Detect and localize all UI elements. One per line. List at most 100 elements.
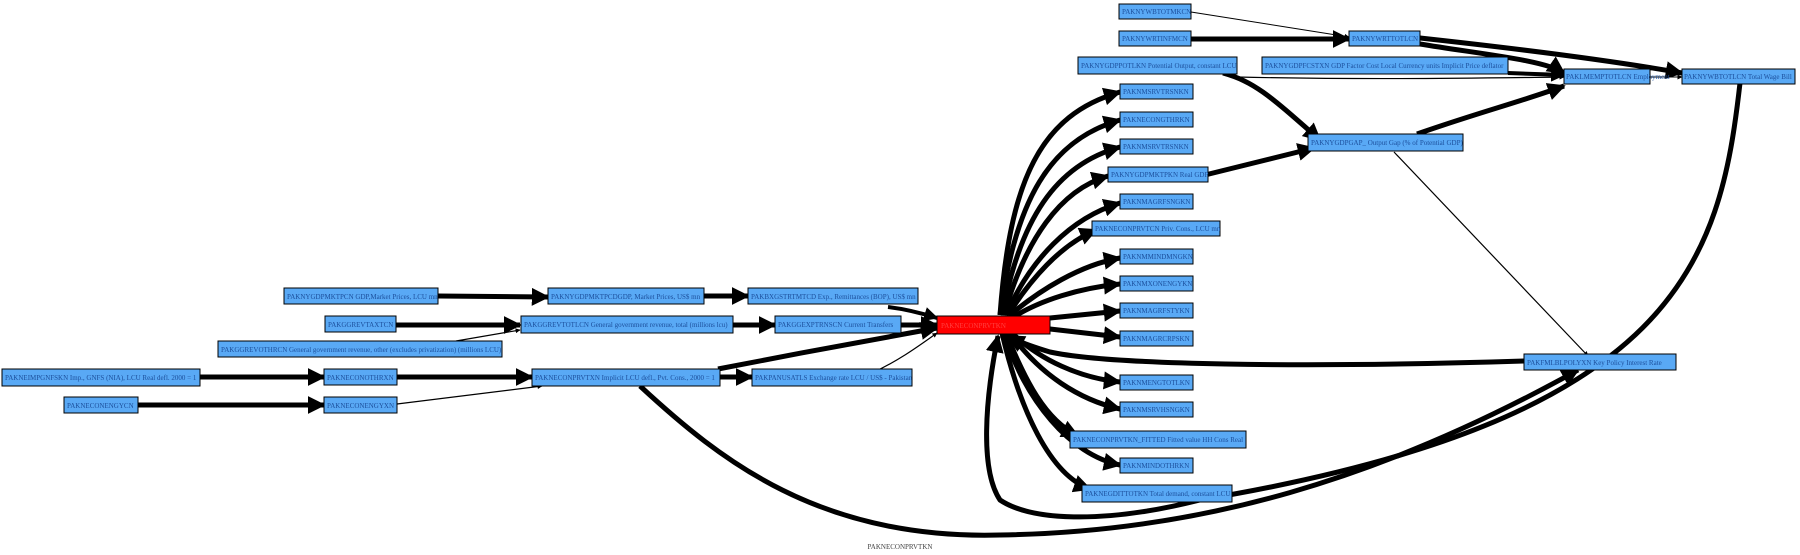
node-label: PAKNECONPRVTXN Implicit LCU defl., Pvt. …: [535, 374, 715, 382]
edge: [1010, 276, 1122, 321]
graph-node[interactable]: PAKNMENGTOTLKN: [1119, 374, 1194, 391]
graph-node[interactable]: PAKNYWRTINFMCN: [1118, 30, 1192, 47]
graph-node[interactable]: PAKNYGDPMKTPKN Real GDP: [1107, 166, 1209, 183]
edge: [638, 367, 1580, 538]
node-box: [1563, 68, 1651, 85]
node-box: [323, 396, 398, 414]
edge: [1393, 151, 1589, 357]
graph-node[interactable]: PAKNYGDPMKTPCDGDP, Market Prices, US$ mn: [547, 287, 705, 305]
edge: [1001, 171, 1110, 316]
edges: [138, 11, 1743, 538]
graph-node[interactable]: PAKNMAGRCRPSKN: [1119, 330, 1194, 347]
node-label: PAKNYWBTOTLCN Total Wage Bill: [1684, 73, 1792, 81]
graph-node[interactable]: PAKLMEMPTOTLCN Employment: [1563, 68, 1670, 85]
graph-node[interactable]: PAKNECONGTHRKN: [1119, 111, 1194, 128]
node-label: PAKNECONENGYCN: [67, 402, 134, 410]
edge: [1008, 251, 1122, 317]
node-box: [1119, 401, 1194, 418]
node-box: [1119, 457, 1194, 474]
node-box: [63, 396, 139, 414]
graph-node[interactable]: PAKNYGDPGAP_ Output Gap (% of Potential …: [1307, 133, 1464, 152]
graph-node[interactable]: PAKNMSRVHSNGKN: [1119, 401, 1194, 418]
edge: [1190, 11, 1350, 39]
node-label: PAKNYGDPMKTPCDGDP, Market Prices, US$ mn: [551, 293, 701, 301]
graph-node[interactable]: PAKGGREVTAXTCN: [324, 315, 397, 333]
node-box: [1681, 68, 1796, 85]
graph-node[interactable]: PAKNECONENGYXN: [323, 396, 398, 414]
node-label: PAKNYWRTTOTLCN: [1352, 35, 1418, 43]
node-box: [1091, 220, 1221, 237]
node-box: [1119, 138, 1194, 155]
graph-node[interactable]: PAKNECONENGYCN: [63, 396, 139, 414]
edge: [1204, 143, 1316, 178]
graph-node[interactable]: PAKNECONOTHRXN: [323, 368, 398, 386]
graph-node[interactable]: PAKNMXONENGYKN: [1119, 275, 1194, 292]
node-box: [1118, 30, 1192, 47]
node-label: PAKNMAGRFSTYKN: [1123, 307, 1190, 315]
edge: [997, 87, 1122, 316]
node-box: [531, 368, 721, 387]
graph-node[interactable]: PAKNMINDOTHRKN: [1119, 457, 1194, 474]
graph-node[interactable]: PAKFMLBLPOLYXN Key Policy Interest Rate: [1523, 353, 1677, 371]
node-label: PAKPANUSATLS Exchange rate LCU / US$ - P…: [755, 374, 913, 382]
graph-node[interactable]: PAKNMSRVTRSNKN: [1119, 83, 1194, 100]
node-label: PAKNMMINDMNGKN: [1123, 253, 1193, 261]
edge: [1222, 70, 1322, 142]
edge: [1049, 326, 1122, 345]
graph-node[interactable]: PAKNYWBTOTLCN Total Wage Bill: [1681, 68, 1796, 85]
node-box: [1261, 56, 1509, 75]
node-label: PAKNMSRVHSNGKN: [1123, 406, 1190, 414]
node-box: [774, 315, 902, 334]
node-box: [1107, 166, 1209, 183]
graph-node[interactable]: PAKGGEXPTRNSCN Current Transfers: [774, 315, 902, 334]
graph-node[interactable]: PAKNEGDITTOTKN Total demand, constant LC…: [1081, 484, 1233, 503]
node-label: PAKNYWRTINFMCN: [1122, 35, 1188, 43]
node-box: [1119, 248, 1194, 265]
graph-node-center[interactable]: PAKNECONPRVTKN: [936, 315, 1051, 335]
node-label: PAKNMINDOTHRKN: [1123, 462, 1189, 470]
graph-node[interactable]: PAKNECONPRVTXN Implicit LCU defl., Pvt. …: [531, 368, 721, 387]
graph-node[interactable]: PAKPANUSATLS Exchange rate LCU / US$ - P…: [751, 368, 913, 387]
node-label: PAKNMSRVTRSNKN: [1123, 143, 1189, 151]
graph-node[interactable]: PAKNECONPRVTKN_FITTED Fitted value HH Co…: [1069, 430, 1247, 449]
graph-node[interactable]: PAKNYWRTTOTLCN: [1348, 30, 1421, 47]
edge: [1416, 83, 1566, 137]
graph-node[interactable]: PAKNEIMPGNFSKN Imp., GNFS (NIA), LCU Rea…: [1, 368, 201, 387]
graph-node[interactable]: PAKNYWBTOTMKCN: [1118, 3, 1192, 20]
node-label: PAKNYWBTOTMKCN: [1122, 8, 1191, 16]
graph-node[interactable]: PAKNMAGRFSNGKN: [1119, 193, 1194, 210]
node-label: PAKLMEMPTOTLCN Employment: [1566, 73, 1670, 81]
graph-node[interactable]: PAKNMSRVTRSNKN: [1119, 138, 1194, 155]
graph-node[interactable]: PAKNECONPRVTCN Priv. Cons., LCU mn: [1091, 220, 1221, 237]
graph-node[interactable]: PAKNYGDPFCSTXN GDP Factor Cost Local Cur…: [1261, 56, 1509, 75]
graph-caption: PAKNECONPRVTKN: [868, 543, 933, 551]
graph-node[interactable]: PAKGGREVTOTLCN General government revenu…: [520, 315, 734, 334]
node-label: PAKNECONPRVTKN_FITTED Fitted value HH Co…: [1073, 436, 1243, 444]
node-label: PAKNMENGTOTLKN: [1123, 379, 1190, 387]
node-box: [1081, 484, 1233, 503]
graph-node[interactable]: PAKNYGDPPOTLKN Potential Output, constan…: [1077, 56, 1238, 75]
graph-node[interactable]: PAKNMAGRFSTYKN: [1119, 302, 1194, 319]
node-box: [1119, 275, 1194, 292]
graph-node[interactable]: PAKGGREVOTHRCN General government revenu…: [217, 340, 503, 358]
node-box: [1119, 374, 1194, 391]
node-label: PAKFMLBLPOLYXN Key Policy Interest Rate: [1527, 359, 1662, 367]
edge: [396, 384, 543, 405]
node-label: PAKNYGDPFCSTXN GDP Factor Cost Local Cur…: [1265, 62, 1504, 70]
graph-node[interactable]: PAKNYGDPMKTPCN GDP,Market Prices, LCU mn: [283, 287, 439, 305]
center-node-label: PAKNECONPRVTKN: [941, 322, 1006, 330]
edge: [717, 321, 939, 372]
edge: [997, 115, 1122, 316]
node-box: [1119, 193, 1194, 210]
nodes: PAKNYWBTOTMKCN PAKNYWRTINFMCN PAKNYWRTTO…: [1, 3, 1796, 503]
node-label: PAKNECONPRVTCN Priv. Cons., LCU mn: [1095, 225, 1221, 233]
graph-node[interactable]: PAKBXGSTRTMTCD Exp., Remittances (BOP), …: [747, 287, 919, 305]
node-box: [1523, 353, 1677, 371]
edge: [1507, 67, 1566, 82]
node-label: PAKNMAGRFSNGKN: [1123, 198, 1190, 206]
node-box: [1119, 83, 1194, 100]
node-label: PAKNECONOTHRXN: [327, 374, 394, 382]
edge: [999, 142, 1122, 316]
graph-node[interactable]: PAKNMMINDMNGKN: [1119, 248, 1194, 265]
node-label: PAKNMAGRCRPSKN: [1123, 335, 1190, 343]
